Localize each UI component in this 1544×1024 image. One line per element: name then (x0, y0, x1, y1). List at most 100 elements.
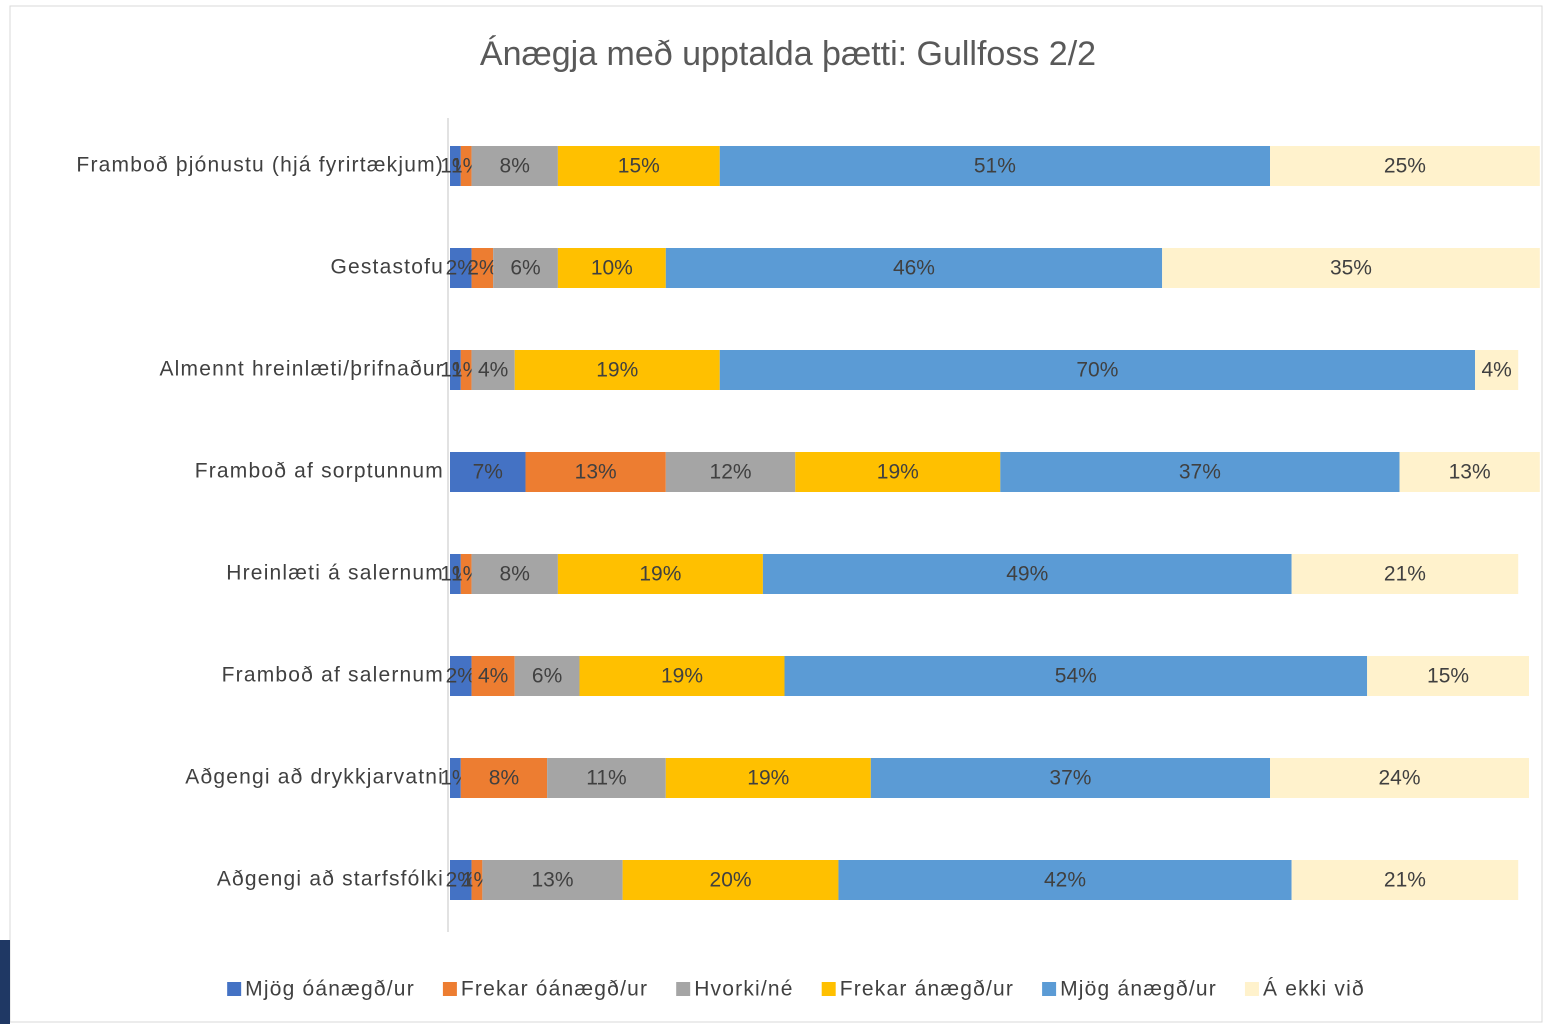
bar-segment (460, 350, 472, 390)
legend-label: Á ekki við (1263, 978, 1365, 1001)
bar-segment (838, 860, 1292, 900)
data-label: 35% (1330, 257, 1372, 280)
bar-segment (870, 758, 1271, 798)
bar-segment (471, 248, 494, 288)
data-label: 20% (710, 869, 752, 892)
bar-segment (665, 758, 871, 798)
data-label: 11% (586, 767, 626, 790)
bar-segment (450, 350, 461, 390)
data-label: 15% (618, 155, 660, 178)
data-label: 6% (510, 257, 540, 280)
bar-segment (471, 860, 483, 900)
category-label: Gestastofu (330, 256, 444, 279)
data-label: 8% (489, 767, 519, 790)
bar-segment (1000, 452, 1400, 492)
bar-segment (1367, 656, 1529, 696)
category-label: Aðgengi að drykkjarvatni (185, 766, 444, 789)
legend: Mjög óánægð/ur Frekar óánægð/ur Hvorki/né F… (227, 978, 1365, 1001)
bar-segment (471, 554, 558, 594)
data-label: 4% (478, 359, 508, 382)
bar-segment (450, 758, 461, 798)
bar-segment (493, 248, 558, 288)
bar-segment (460, 758, 548, 798)
data-label: 19% (747, 767, 789, 790)
legend-label: Frekar ánægð/ur (840, 978, 1014, 1001)
bar-segment (622, 860, 839, 900)
data-label: 4% (1481, 359, 1511, 382)
bar-segment (719, 350, 1476, 390)
bar-segment (450, 554, 461, 594)
bar-segment (1291, 860, 1519, 900)
data-label: 46% (893, 257, 935, 280)
bar-segment (525, 452, 666, 492)
legend-swatch (676, 982, 691, 996)
data-label: 54% (1055, 665, 1097, 688)
legend-swatch (1042, 982, 1057, 996)
data-label: 8% (500, 155, 530, 178)
bar-segment (450, 452, 526, 492)
data-label: 70% (1076, 359, 1118, 382)
bar-segment (482, 860, 623, 900)
bar-segment (1162, 248, 1540, 288)
data-label: 37% (1049, 767, 1091, 790)
data-label: 10% (591, 257, 633, 280)
bar-segment (514, 656, 580, 696)
data-label: 19% (596, 359, 638, 382)
data-label: 2% (467, 257, 497, 280)
category-label: Almennt hreinlæti/þrifnaður (159, 358, 444, 381)
bar-segment (471, 350, 515, 390)
bar-segment (1475, 350, 1519, 390)
legend-label: Mjög ánægð/ur (1060, 978, 1217, 1001)
legend-swatch (442, 982, 457, 996)
data-label: 13% (1449, 461, 1491, 484)
data-label: 15% (1427, 665, 1469, 688)
bar-segment (450, 860, 472, 900)
data-label: 2% (446, 257, 476, 280)
bar-segment (1270, 146, 1540, 186)
bar-segment (450, 656, 472, 696)
bar-segment (471, 656, 515, 696)
data-label: 37% (1179, 461, 1221, 484)
bar-segment (460, 554, 472, 594)
bar-segment (579, 656, 785, 696)
data-label: 12% (710, 461, 752, 484)
legend-swatch (1244, 982, 1259, 996)
data-label: 51% (974, 155, 1016, 178)
data-label: 7% (473, 461, 503, 484)
legend-swatch (821, 982, 836, 996)
data-label: 19% (661, 665, 703, 688)
bar-segment (1291, 554, 1519, 594)
category-label: Aðgengi að starfsfólki (217, 868, 444, 891)
legend-swatch (227, 982, 242, 996)
bar-segment (547, 758, 666, 798)
bar-segment (1270, 758, 1529, 798)
bar-segment (460, 146, 472, 186)
category-label: Framboð af salernum (222, 664, 444, 687)
data-label: 19% (877, 461, 919, 484)
data-label: 25% (1384, 155, 1426, 178)
bar-segment (557, 248, 666, 288)
bar-segment (514, 350, 720, 390)
data-label: 4% (478, 665, 508, 688)
bar-segment (450, 146, 461, 186)
data-label: 42% (1044, 869, 1086, 892)
bar-segment (784, 656, 1368, 696)
legend-label: Frekar óánægð/ur (461, 978, 648, 1001)
category-label: Framboð þjónustu (hjá fyrirtækjum) (76, 154, 444, 177)
data-label: 2% (446, 869, 476, 892)
side-decoration (0, 940, 10, 1024)
data-label: 24% (1379, 767, 1421, 790)
bar-segment (471, 146, 558, 186)
data-label: 21% (1384, 563, 1426, 586)
data-label: 13% (531, 869, 573, 892)
bar-segment (450, 248, 472, 288)
data-label: 2% (446, 665, 476, 688)
data-label: 49% (1006, 563, 1048, 586)
bar-segment (719, 146, 1271, 186)
category-label: Framboð af sorptunnum (195, 460, 444, 483)
bar-segment (557, 554, 763, 594)
data-label: 19% (639, 563, 681, 586)
bar-segment (762, 554, 1292, 594)
data-label: 21% (1384, 869, 1426, 892)
